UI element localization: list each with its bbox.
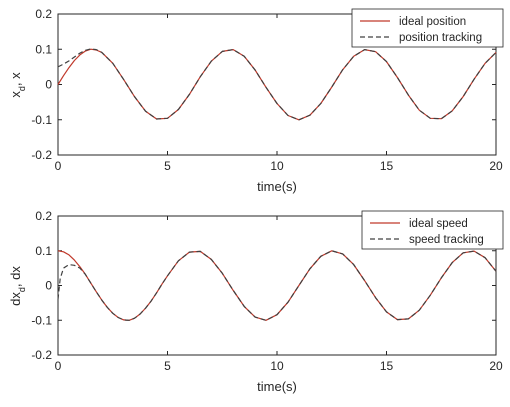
position-x-axis-label: time(s) — [257, 179, 297, 194]
legend-speed-tracking-label: speed tracking — [409, 234, 484, 246]
position-subplot: 0 5 10 15 20 -0.2 -0.1 0 0.1 0.2 time(s) xd, x id… — [8, 7, 504, 194]
position-x-tick-label: 0 — [55, 159, 62, 173]
position-y-axis-label: xd, x — [8, 72, 27, 98]
legend-ideal-speed-label: ideal speed — [409, 218, 468, 230]
position-y-tick-label: 0.2 — [35, 7, 52, 21]
position-x-tick-label: 20 — [489, 159, 503, 173]
speed-y-tick-label: -0.1 — [31, 313, 52, 327]
speed-subplot: 0 5 10 15 20-0.2-0.100.10.2 time(s) dxd, dx … — [8, 209, 504, 394]
speed-y-label-tail: , dx — [8, 266, 23, 287]
position-legend-box — [351, 8, 504, 48]
speed-x-tick-label: 0 — [55, 359, 62, 373]
speed-y-label-sub: d — [17, 287, 27, 292]
legend-ideal-position-label: ideal position — [399, 16, 466, 28]
position-legend: ideal position position tracking — [351, 8, 504, 48]
speed-legend: ideal speed speed tracking — [361, 210, 504, 250]
speed-ticks: 0 5 10 15 20 -0.2 -0.1 0 0.1 0.2 — [31, 209, 503, 373]
speed-series-tracking-line — [57, 250, 497, 321]
position-y-label-main: x — [8, 91, 23, 98]
speed-x-axis-label: time(s) — [257, 379, 297, 394]
speed-lines — [57, 250, 497, 321]
position-y-label-tail: , x — [8, 72, 23, 86]
position-x-tick-label: 15 — [380, 159, 394, 173]
speed-x-tick-label: 10 — [270, 359, 284, 373]
position-y-tick-label: -0.2 — [31, 148, 52, 162]
position-x-tick-label: 10 — [270, 159, 284, 173]
position-y-label-sub: d — [17, 86, 27, 91]
speed-y-tick-label: 0.2 — [35, 209, 52, 223]
legend-position-tracking-label: position tracking — [399, 32, 482, 44]
position-y-tick-label: 0.1 — [35, 42, 52, 56]
speed-y-tick-label: 0 — [45, 279, 52, 293]
position-y-tick-label: 0 — [45, 78, 52, 92]
speed-x-tick-label: 15 — [380, 359, 394, 373]
speed-y-axis-label: dxd, dx — [8, 266, 27, 306]
speed-x-tick-label: 20 — [489, 359, 503, 373]
speed-y-label-main: dx — [8, 292, 23, 306]
position-series-tracking-line — [57, 48, 497, 121]
position-y-tick-label: -0.1 — [31, 113, 52, 127]
speed-y-tick-label: 0.1 — [35, 244, 52, 258]
position-x-tick-label: 5 — [164, 159, 171, 173]
speed-x-tick-label: 5 — [164, 359, 171, 373]
position-ticks: 0 5 10 15 20 -0.2 -0.1 0 0.1 0.2 — [31, 7, 503, 173]
speed-y-tick-label: -0.2 — [31, 348, 52, 362]
speed-legend-box — [361, 210, 504, 250]
position-lines — [57, 48, 497, 121]
